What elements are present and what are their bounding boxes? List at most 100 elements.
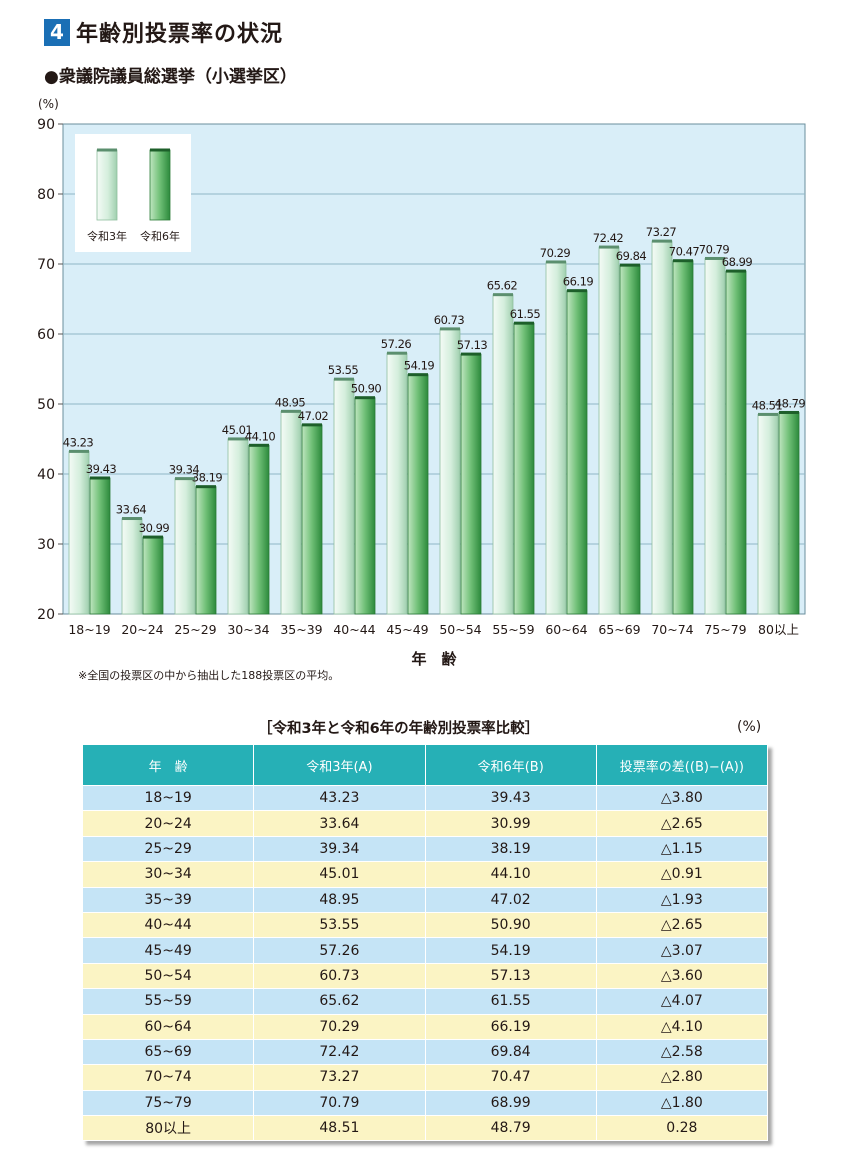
table-cell: 70.47 [424,1064,597,1091]
bar-r3 [545,261,567,615]
bar-cap [673,259,693,263]
x-tick-label: 18~19 [68,622,110,637]
table-cell: 30~34 [81,861,255,888]
data-label: 57.26 [381,337,412,351]
table-cell: 38.19 [424,835,597,863]
table-row: 55~59 65.62 61.55 △4.07 [81,988,769,1015]
bar-cap [302,423,322,427]
table-cell: 20~24 [81,810,255,837]
bar-r6 [725,270,747,615]
table-header-cell: 令和3年(A) [253,744,426,786]
y-tick-label: 80 [37,187,55,203]
table-row: 45~49 57.26 54.19 △3.07 [81,937,769,964]
table-cell: 55~59 [81,988,255,1015]
table-cell: 40~44 [81,911,255,939]
table-row: 18~19 43.23 39.43 △3.80 [81,784,769,812]
table-cell: 45~49 [81,937,255,964]
y-tick-label: 50 [37,397,55,413]
x-tick-label: 65~69 [598,622,640,637]
table-cell: 53.55 [253,911,426,939]
x-tick-label: 40~44 [333,622,375,637]
data-label: 48.95 [275,395,306,409]
table-row: 80以上 48.51 48.79 0.28 [81,1115,769,1142]
table-cell: 61.55 [424,988,597,1015]
legend-swatch-cap [150,148,170,152]
bar-cap [514,321,534,325]
table-cell: 66.19 [424,1013,597,1040]
table-cell: 70~74 [81,1064,255,1091]
data-label: 43.23 [63,435,94,449]
data-label: 48.79 [775,396,806,410]
bar-cap [249,443,269,447]
data-label: 39.43 [86,462,117,476]
table-cell: 60.73 [253,962,426,990]
table-cell: 43.23 [253,784,426,812]
bar-r6 [460,353,482,615]
bar-r3 [333,378,355,615]
x-tick-label: 50~54 [439,622,481,637]
table-cell: 50~54 [81,962,255,990]
table-cell: 50.90 [424,911,597,939]
data-label: 47.02 [298,409,329,423]
turnout-bar-chart: 20 30 40 50 60 70 80 90 (%) 43.23 39.43 18~19 33.64 3… [37,97,806,668]
data-label: 39.34 [169,463,200,477]
table-row: 60~64 70.29 66.19 △4.10 [81,1013,769,1040]
table-cell: 45.01 [253,861,426,888]
bar-r6 [778,412,800,615]
data-label: 48.51 [752,398,783,412]
table-cell: 44.10 [424,861,597,888]
bar-r3 [704,258,726,615]
table-cell: 48.79 [424,1115,597,1142]
table-cell: 39.34 [253,835,426,863]
table-cell: 72.42 [253,1038,426,1066]
x-axis-title: 年 齢 [411,650,457,668]
data-label: 54.19 [404,359,435,373]
bar-cap [779,410,799,414]
table-cell: 70.79 [253,1089,426,1117]
data-label: 45.01 [222,423,253,437]
bar-r3 [174,478,196,615]
bar-cap [461,352,481,356]
table-cell: 80以上 [81,1115,255,1142]
bar-r6 [195,486,217,615]
x-tick-label: 20~24 [121,622,163,637]
table-row: 40~44 53.55 50.90 △2.65 [81,911,769,939]
table-cell: 60~64 [81,1013,255,1040]
table-caption: ［令和3年と令和6年の年齢別投票率比較］ [258,721,540,737]
bar-r3 [386,352,408,615]
bar-cap [546,260,566,264]
data-label: 65.62 [487,279,518,293]
table-cell: △4.07 [595,988,769,1015]
legend-label: 令和3年 [87,229,127,243]
table-cell: △3.60 [595,962,769,990]
table-cell: 68.99 [424,1089,597,1117]
table-cell: 57.13 [424,962,597,990]
table-cell: 18~19 [81,784,255,812]
bar-r3 [598,246,620,615]
bar-cap [387,351,407,355]
data-label: 60.73 [434,313,465,327]
chart-footnote: ※全国の投票区の中から抽出した188投票区の平均。 [78,669,340,682]
bar-cap [726,269,746,273]
x-tick-label: 45~49 [386,622,428,637]
table-row: 25~29 39.34 38.19 △1.15 [81,835,769,863]
table-cell: 70.29 [253,1013,426,1040]
bar-r6 [672,260,694,615]
x-tick-label: 25~29 [174,622,216,637]
legend-label: 令和6年 [140,229,180,243]
bar-r3 [492,294,514,615]
bar-cap [334,377,354,381]
x-tick-label: 80以上 [758,622,799,637]
legend-swatch-r6 [149,149,171,221]
bar-cap [90,476,110,480]
bar-r3 [651,240,673,615]
x-tick-label: 30~34 [227,622,269,637]
data-label: 53.55 [328,363,359,377]
data-label: 66.19 [563,275,594,289]
y-tick-label: 70 [37,257,55,273]
bar-r6 [566,290,588,615]
chart-subtitle: ●衆議院議員総選挙（小選挙区） [44,67,297,87]
bar-cap [355,396,375,400]
bar-cap [69,449,89,453]
bar-cap [175,477,195,481]
